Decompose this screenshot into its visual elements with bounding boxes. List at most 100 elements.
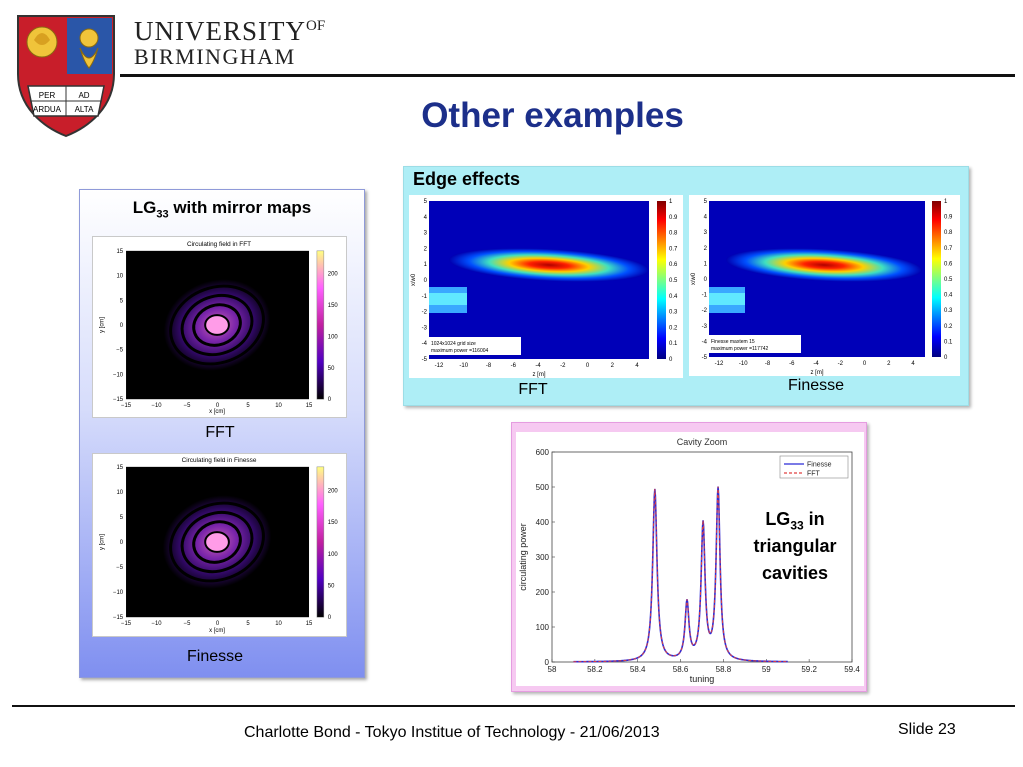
edge-fft-cbar-tick-0: 1 [669, 199, 673, 205]
plot1-y-tick-3: 0 [120, 323, 124, 329]
edge-finesse-cbar-tick-6: 0.4 [944, 293, 953, 299]
plot2-cbar-tick-1: 150 [328, 520, 339, 526]
plot1-x-tick-5: 10 [275, 403, 282, 409]
chart-x-tick-1: 58.2 [587, 665, 603, 674]
plot2-y-tick-5: −10 [113, 590, 124, 596]
edge-finesse-cbar-tick-3: 0.7 [944, 246, 953, 252]
edge-fft-y-tick-8: -3 [422, 325, 428, 331]
edge-finesse-x-tick-4: -4 [813, 361, 819, 367]
triangular-label-line1: LG33 in [765, 509, 825, 533]
plot2-y-tick-4: −5 [116, 565, 123, 571]
triangular-label-line2: triangular [753, 536, 837, 556]
fft-caption: FFT [205, 424, 235, 441]
edge-fft-x-tick-2: -8 [486, 363, 492, 369]
edge-finesse-x-tick-1: -10 [739, 361, 748, 367]
edge-finesse-cbar-tick-7: 0.3 [944, 308, 953, 314]
fft-field-plot: Circulating field in FFT 151050−5−10−15 … [92, 236, 347, 418]
cavity-zoom-chart: Cavity Zoom 0 100 200 300 400 500 600 58 58.2 58… [516, 432, 864, 686]
edge-fft-cbar-tick-3: 0.7 [669, 246, 678, 252]
edge-fft-note2: maximum power =116004 [431, 348, 489, 354]
plot1-x-tick-1: −10 [152, 403, 163, 409]
university-of: OF [306, 18, 326, 34]
edge-fft-x-tick-0: -12 [435, 363, 444, 369]
edge-fft-x-tick-4: -4 [535, 363, 541, 369]
edge-finesse-cbar-tick-8: 0.2 [944, 324, 953, 330]
edge-finesse-x-tick-0: -12 [715, 361, 724, 367]
edge-finesse-y-tick-0: 5 [704, 199, 708, 205]
plot2-y-tick-2: 5 [120, 515, 124, 521]
chart-x-tick-5: 59 [762, 665, 771, 674]
legend-label-fft: FFT [807, 471, 821, 478]
edge-finesse-plot: Finesse maxtem 15 maximum power =117742 … [689, 195, 960, 376]
edge-fft-cbar-tick-2: 0.8 [669, 231, 678, 237]
chart-y-tick-2: 200 [536, 588, 550, 597]
plot2-x-tick-0: −15 [121, 621, 132, 627]
edge-finesse-cbar-tick-4: 0.6 [944, 261, 953, 267]
plot1-y-tick-6: −15 [113, 397, 124, 403]
edge-finesse-caption: Finesse [787, 377, 845, 394]
edge-finesse-y-tick-6: -1 [702, 293, 708, 299]
chart-y-tick-3: 300 [536, 553, 550, 562]
plot2-title: Circulating field in Finesse [182, 457, 257, 464]
slide-title: Other examples [421, 96, 684, 135]
plot1-cbar-tick-4: 0 [328, 397, 332, 403]
plot1-cbar-tick-2: 100 [328, 334, 339, 340]
edge-finesse-x-tick-2: -8 [765, 361, 771, 367]
edge-finesse-y-tick-5: 0 [704, 277, 708, 283]
plot2-cbar-tick-3: 50 [328, 584, 335, 590]
plot2-cbar-tick-0: 200 [328, 489, 339, 495]
plot1-y-tick-1: 10 [116, 274, 123, 280]
edge-fft-cbar-tick-5: 0.5 [669, 278, 678, 284]
edge-fft-xlabel: z [m] [533, 372, 546, 378]
plot1-x-tick-4: 5 [246, 403, 250, 409]
edge-finesse-y-tick-4: 1 [704, 261, 708, 267]
legend-label-finesse: Finesse [807, 462, 832, 469]
edge-fft-y-tick-0: 5 [424, 199, 428, 205]
triangular-label-line3: cavities [761, 563, 829, 583]
edge-finesse-y-tick-2: 3 [704, 230, 708, 236]
chart-x-tick-7: 59.4 [844, 665, 860, 674]
edge-effects-heading: Edge effects [413, 169, 521, 189]
chart-x-tick-4: 58.8 [716, 665, 732, 674]
edge-fft-cbar-tick-1: 0.9 [669, 215, 678, 221]
edge-fft-y-tick-4: 1 [424, 262, 428, 268]
plot2-ylabel: y [cm] [99, 534, 105, 550]
plot1-title: Circulating field in FFT [187, 241, 251, 248]
footer-text: Charlotte Bond - Tokyo Institue of Techn… [244, 724, 660, 741]
edge-fft-cbar-tick-8: 0.2 [669, 325, 678, 331]
plot2-xlabel: x [cm] [209, 628, 225, 634]
edge-fft-cbar-tick-7: 0.3 [669, 310, 678, 316]
plot1-xlabel: x [cm] [209, 409, 225, 415]
edge-fft-y-tick-5: 0 [424, 278, 428, 284]
chart-title: Cavity Zoom [677, 437, 728, 447]
plot1-y-tick-2: 5 [120, 298, 124, 304]
edge-finesse-cbar-tick-5: 0.5 [944, 277, 953, 283]
plot1-cbar-tick-3: 50 [328, 366, 335, 372]
edge-finesse-y-tick-9: -4 [702, 339, 708, 345]
edge-fft-y-tick-3: 2 [424, 246, 428, 252]
plot1-cbar-tick-0: 200 [328, 272, 339, 278]
edge-fft-cbar-tick-9: 0.1 [669, 341, 678, 347]
chart-ylabel: circulating power [518, 523, 528, 591]
plot2-x-tick-1: −10 [152, 621, 163, 627]
edge-fft-y-tick-10: -5 [422, 357, 428, 363]
edge-fft-cbar-tick-10: 0 [669, 357, 673, 363]
university-name-line2: BIRMINGHAM [134, 44, 296, 69]
plot2-x-tick-5: 10 [275, 621, 282, 627]
motto-ardua: ARDUA [33, 105, 62, 114]
slide-number: Slide 23 [898, 721, 956, 738]
edge-fft-cbar-tick-4: 0.6 [669, 262, 678, 268]
chart-x-tick-3: 58.6 [673, 665, 689, 674]
edge-fft-x-tick-8: 4 [635, 363, 639, 369]
chart-legend: Finesse FFT [779, 455, 849, 479]
plot2-cbar-tick-2: 100 [328, 552, 339, 558]
university-name-line1: UNIVERSITYOF [134, 16, 326, 46]
edge-fft-y-tick-9: -4 [422, 341, 428, 347]
edge-fft-y-tick-6: -1 [422, 294, 428, 300]
edge-finesse-x-tick-5: -2 [838, 361, 844, 367]
edge-fft-ylabel: x/w0 [411, 273, 417, 286]
edge-finesse-cbar-tick-2: 0.8 [944, 230, 953, 236]
chart-y-tick-4: 400 [536, 518, 550, 527]
edge-finesse-xlabel: z [m] [811, 370, 824, 376]
plot2-y-tick-3: 0 [120, 540, 124, 546]
